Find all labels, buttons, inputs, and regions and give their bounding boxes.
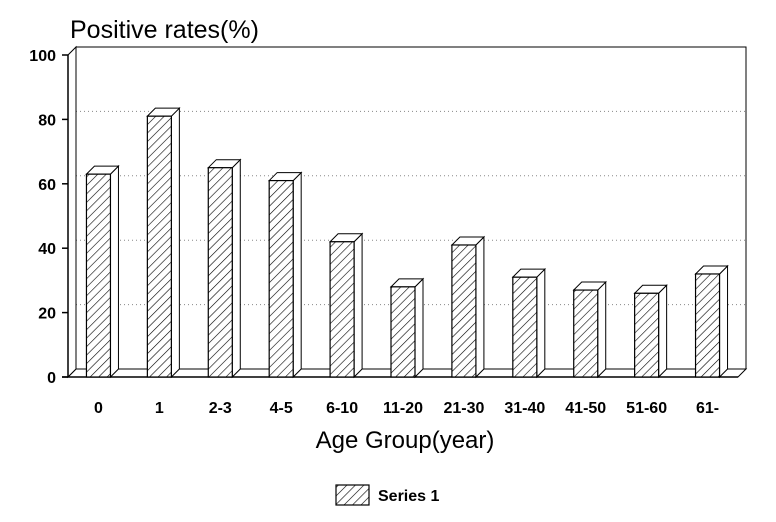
bar xyxy=(268,179,294,378)
bar-side xyxy=(353,232,363,379)
x-tick-label: 31-40 xyxy=(504,400,545,417)
bar-side xyxy=(597,280,607,379)
bar-side xyxy=(414,277,424,379)
y-tick-label: 80 xyxy=(38,112,56,129)
bar xyxy=(329,241,355,378)
bar-side xyxy=(719,264,729,379)
x-tick-label: 41-50 xyxy=(565,400,606,417)
y-axis-title: Positive rates(%) xyxy=(70,16,259,44)
bar-side xyxy=(536,267,546,379)
bar xyxy=(451,244,477,378)
bar xyxy=(512,276,538,378)
legend: Series 1 xyxy=(335,484,439,506)
y-tick-label: 100 xyxy=(29,48,56,65)
bar-side xyxy=(475,235,485,379)
bar-side xyxy=(292,171,302,379)
bar-side xyxy=(231,158,241,379)
x-tick-label: 6-10 xyxy=(326,400,358,417)
bar xyxy=(146,115,172,378)
x-tick-label: 2-3 xyxy=(209,400,232,417)
x-axis-title: Age Group(year) xyxy=(316,427,495,454)
y-tick-label: 60 xyxy=(38,177,56,194)
plot-area: 0 20 40 60 80 100 0 1 2-3 4-5 6-10 11-20 21-30 31-40 4… xyxy=(29,45,748,417)
bar-side xyxy=(658,284,668,379)
y-tick-label: 20 xyxy=(38,306,56,323)
bar xyxy=(573,289,599,378)
x-tick-label: 4-5 xyxy=(270,400,293,417)
bar xyxy=(390,286,416,378)
x-tick-label: 61- xyxy=(696,400,719,417)
bar-side xyxy=(109,164,119,379)
bar xyxy=(85,173,112,378)
bar xyxy=(694,273,721,378)
legend-swatch xyxy=(335,484,370,506)
x-tick-label: 11-20 xyxy=(383,400,423,417)
y-tick-label: 0 xyxy=(47,370,56,387)
x-tick-label: 1 xyxy=(155,400,164,417)
x-tick-label: 21-30 xyxy=(443,400,484,417)
y-tick-label: 40 xyxy=(38,241,56,258)
bar xyxy=(207,167,233,378)
legend-label: Series 1 xyxy=(378,488,439,505)
x-tick-label: 51-60 xyxy=(626,400,667,417)
bar-side xyxy=(170,106,180,379)
bar xyxy=(634,292,660,378)
plot-left-wall xyxy=(67,45,77,379)
x-tick-label: 0 xyxy=(94,400,103,417)
